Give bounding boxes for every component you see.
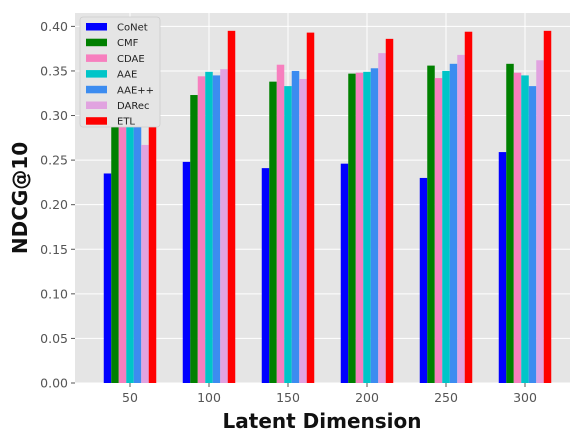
bar-conet-200 bbox=[340, 163, 349, 383]
bar-aaeplusplus-300 bbox=[528, 86, 537, 384]
bar-darec-150 bbox=[299, 78, 307, 384]
bar-etl-150 bbox=[306, 32, 315, 384]
bar-etl-250 bbox=[464, 31, 473, 383]
legend: CoNet CMF CDAE AAE AAE++ DARec ETL bbox=[79, 16, 161, 128]
bar-aaeplusplus-250 bbox=[449, 63, 458, 384]
x-tick-label: 100 bbox=[197, 390, 221, 405]
bar-cmf-100 bbox=[190, 95, 198, 383]
bar-cmf-300 bbox=[506, 63, 514, 384]
bar-aae-100 bbox=[205, 71, 213, 383]
bar-etl-300 bbox=[543, 30, 552, 383]
bar-aaeplusplus-100 bbox=[212, 75, 221, 383]
y-tick-label: 0.35 bbox=[40, 63, 68, 78]
y-tick-label: 0.30 bbox=[40, 108, 68, 123]
bar-etl-200 bbox=[385, 38, 394, 384]
legend-label: CoNet bbox=[117, 23, 148, 34]
bar-aae-150 bbox=[284, 86, 292, 384]
bar-etl-100 bbox=[227, 30, 236, 383]
bar-cdae-200 bbox=[355, 72, 364, 384]
bar-conet-50 bbox=[103, 173, 112, 383]
bar-cdae-150 bbox=[276, 64, 285, 383]
bar-darec-200 bbox=[378, 53, 386, 383]
bar-aae-200 bbox=[363, 71, 371, 383]
bar-aaeplusplus-200 bbox=[370, 68, 379, 384]
bar-conet-150 bbox=[261, 168, 270, 383]
bar-aae-300 bbox=[521, 75, 529, 383]
legend-swatch bbox=[86, 38, 107, 47]
legend-label: AAE bbox=[117, 70, 137, 81]
y-tick-label: 0.00 bbox=[40, 376, 68, 391]
x-tick-label: 50 bbox=[122, 390, 138, 405]
bars bbox=[103, 30, 552, 384]
legend-swatch bbox=[86, 117, 107, 125]
legend-swatch bbox=[86, 23, 107, 31]
legend-label: CMF bbox=[117, 38, 139, 49]
legend-swatch bbox=[86, 70, 107, 78]
bar-conet-300 bbox=[498, 152, 507, 383]
y-tick-label: 0.05 bbox=[40, 331, 68, 346]
x-tick-label: 150 bbox=[276, 390, 300, 405]
x-tick-label: 250 bbox=[434, 390, 458, 405]
legend-swatch bbox=[86, 85, 107, 94]
bar-aaeplusplus-150 bbox=[291, 70, 300, 383]
legend-swatch bbox=[86, 54, 107, 62]
bar-cdae-300 bbox=[513, 72, 522, 384]
bar-cmf-150 bbox=[269, 81, 277, 383]
legend-label: CDAE bbox=[117, 54, 145, 65]
y-tick-label: 0.20 bbox=[40, 197, 68, 212]
y-axis-ticks: 0.00 0.05 0.10 0.15 0.20 0.25 0.30 0.35 0.40 bbox=[40, 19, 75, 391]
y-tick-label: 0.10 bbox=[40, 286, 68, 301]
legend-swatch bbox=[86, 101, 107, 109]
y-tick-label: 0.25 bbox=[40, 153, 68, 168]
bar-aae-50 bbox=[126, 67, 134, 383]
bar-cmf-200 bbox=[348, 73, 356, 384]
bar-darec-100 bbox=[220, 69, 228, 384]
x-tick-label: 300 bbox=[513, 390, 537, 405]
bar-conet-100 bbox=[182, 161, 191, 383]
bar-etl-50 bbox=[148, 44, 157, 383]
y-tick-label: 0.40 bbox=[40, 19, 68, 34]
bar-conet-250 bbox=[419, 177, 428, 383]
bar-cmf-50 bbox=[111, 121, 119, 383]
x-axis-ticks: 50 100 150 200 250 300 bbox=[122, 383, 537, 405]
legend-label: ETL bbox=[117, 117, 135, 128]
bar-aae-250 bbox=[442, 70, 450, 383]
y-axis-title: NDCG@10 bbox=[8, 142, 32, 254]
y-tick-label: 0.15 bbox=[40, 242, 68, 257]
bar-cdae-100 bbox=[197, 76, 206, 383]
x-axis-title: Latent Dimension bbox=[223, 409, 422, 433]
bar-cdae-250 bbox=[434, 78, 443, 383]
bar-darec-300 bbox=[536, 60, 544, 383]
bar-darec-50 bbox=[141, 144, 149, 383]
bar-cdae-50 bbox=[118, 65, 127, 383]
legend-label: DARec bbox=[117, 101, 150, 112]
bar-darec-250 bbox=[457, 54, 465, 383]
x-tick-label: 200 bbox=[355, 390, 379, 405]
legend-label: AAE++ bbox=[117, 85, 154, 96]
bar-aaeplusplus-50 bbox=[133, 65, 142, 383]
bar-cmf-250 bbox=[427, 65, 435, 383]
